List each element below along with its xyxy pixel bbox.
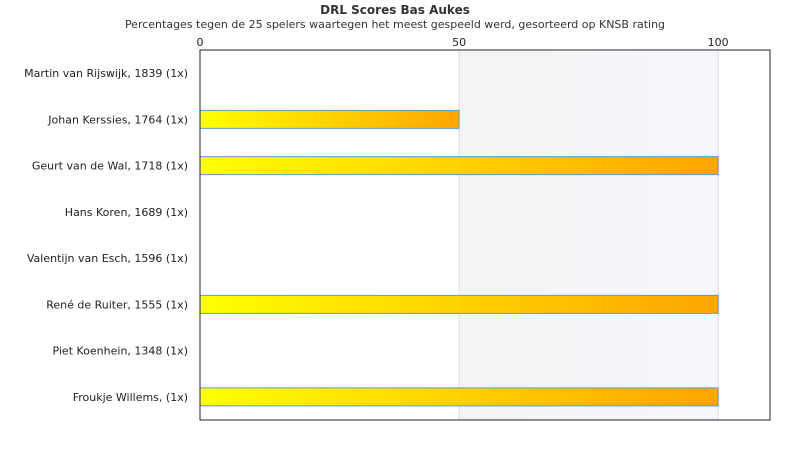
plot-area-frame <box>199 49 771 421</box>
grid-band <box>459 50 719 420</box>
category-label: Martin van Rijswijk, 1839 (1x) <box>24 67 188 80</box>
chart-subtitle: Percentages tegen de 25 spelers waartege… <box>124 18 666 31</box>
category-label: Geurt van de Wal, 1718 (1x) <box>32 160 188 173</box>
category-label: Hans Koren, 1689 (1x) <box>65 206 188 219</box>
bar <box>199 387 719 407</box>
x-tick-label: 100 <box>708 36 729 49</box>
category-label: René de Ruiter, 1555 (1x) <box>46 298 188 311</box>
x-tick-label: 50 <box>452 36 466 49</box>
bar <box>199 294 719 314</box>
category-label: Valentijn van Esch, 1596 (1x) <box>27 252 188 265</box>
category-label: Froukje Willems, (1x) <box>73 391 188 404</box>
chart-title: DRL Scores Bas Aukes <box>320 3 470 17</box>
category-label: Johan Kerssies, 1764 (1x) <box>47 113 188 126</box>
bar <box>199 156 719 176</box>
bar <box>199 109 460 129</box>
category-label: Piet Koenhein, 1348 (1x) <box>52 345 188 358</box>
x-tick-label: 0 <box>197 36 204 49</box>
